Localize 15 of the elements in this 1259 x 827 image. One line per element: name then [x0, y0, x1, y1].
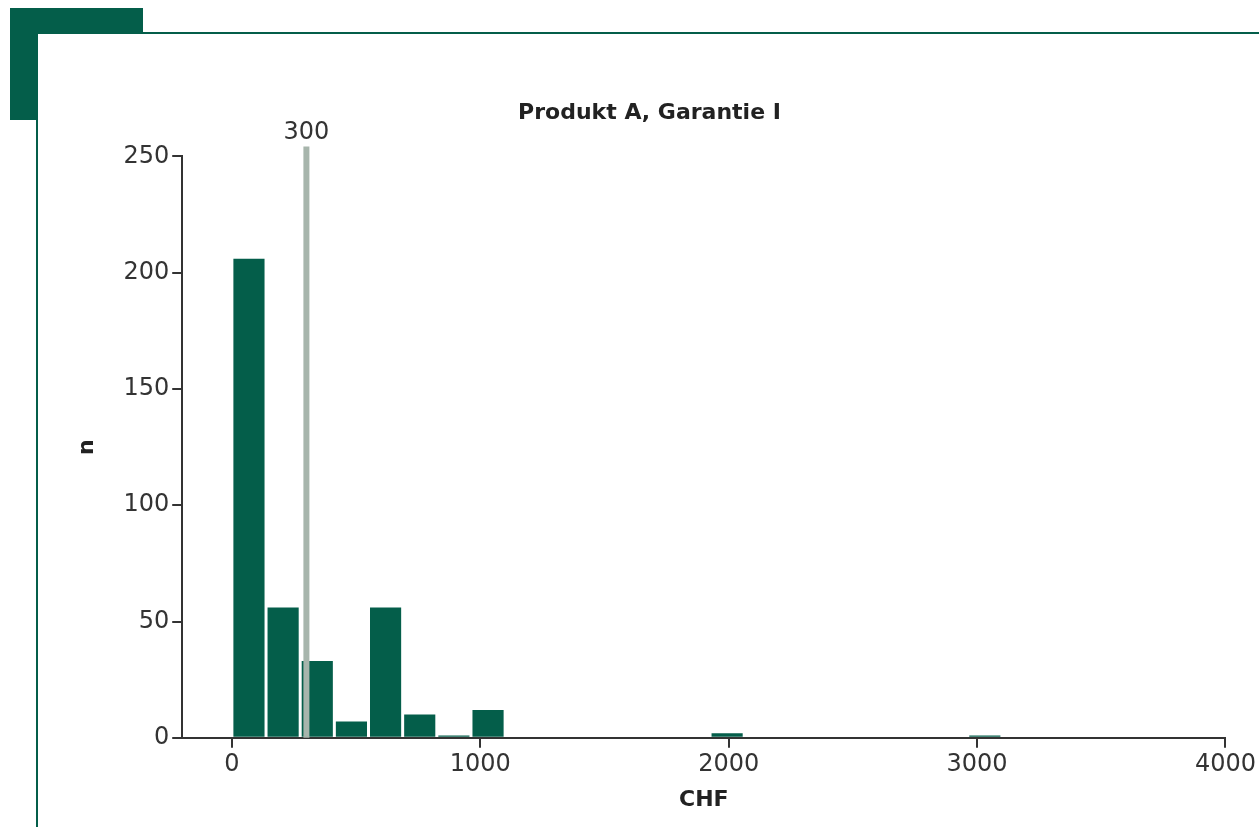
ref-line-label: 300 — [283, 116, 330, 145]
y-axis-title: n — [72, 439, 98, 455]
x-tick-label: 3000 — [946, 749, 1008, 778]
y-tick-label: 100 — [123, 489, 170, 518]
y-tick-label: 250 — [123, 140, 170, 169]
x-tick-label: 2000 — [698, 749, 760, 778]
y-tick-label: 0 — [153, 722, 170, 751]
y-tick-label: 50 — [138, 605, 170, 634]
y-tick-label: 200 — [123, 256, 170, 285]
x-tick-label: 0 — [224, 749, 240, 778]
y-tick-label: 150 — [123, 373, 170, 402]
x-tick-label: 1000 — [449, 749, 511, 778]
chart-title: Produkt A, Garantie I — [518, 98, 781, 124]
x-tick-label: 4000 — [1194, 749, 1256, 778]
x-axis-title: CHF — [679, 785, 729, 811]
